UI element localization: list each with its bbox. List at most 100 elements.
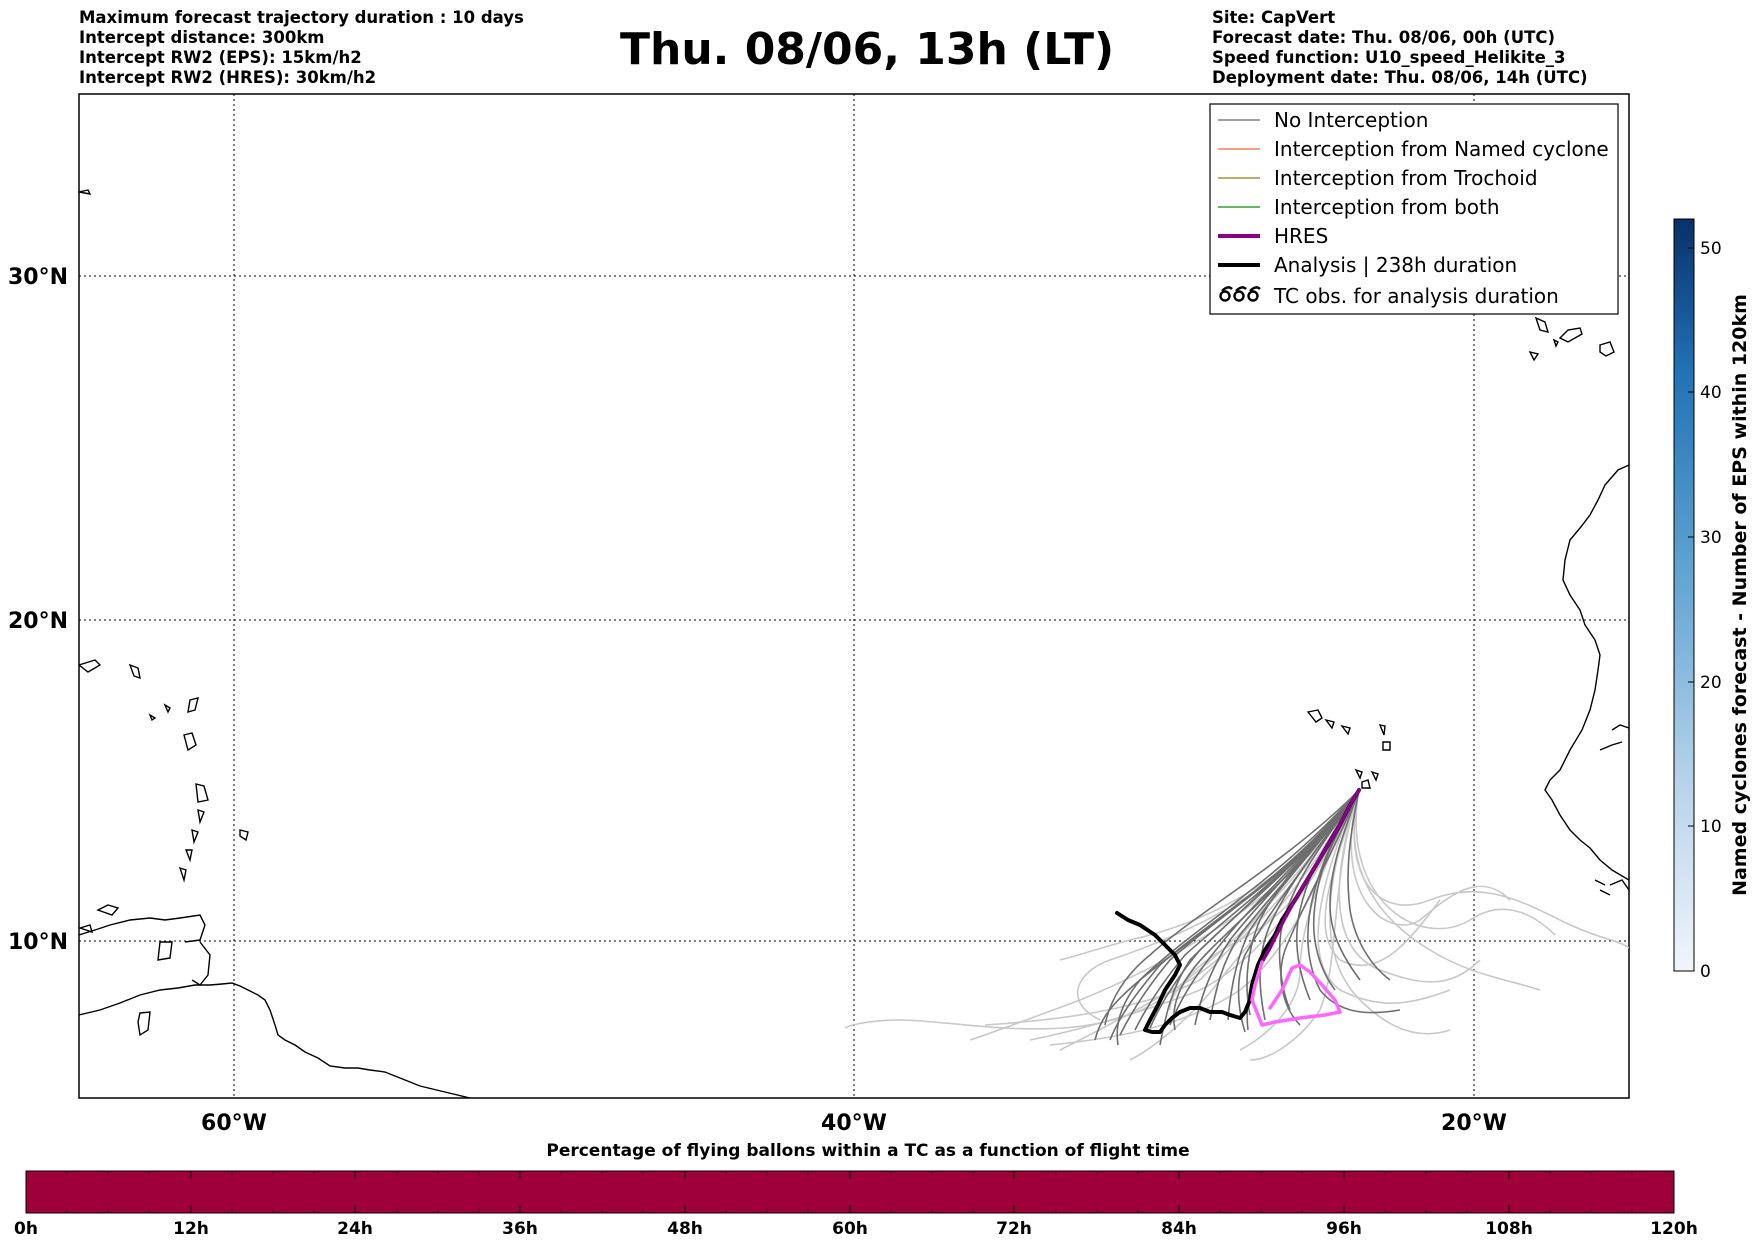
legend-item-tc-obs: TC obs. for analysis duration xyxy=(1219,284,1559,308)
lon-label-40w: 40°W xyxy=(821,1111,887,1136)
percent-bar: Percentage of flying ballons within a TC… xyxy=(14,1141,1698,1239)
legend-item-no-interception: No Interception xyxy=(1218,108,1428,132)
cape-verde-7 xyxy=(1354,768,1363,780)
canary-1 xyxy=(1534,316,1550,333)
antilles-7 xyxy=(178,866,187,883)
legend-label: Analysis | 238h duration xyxy=(1274,253,1517,277)
lon-label-20w: 20°W xyxy=(1441,1111,1507,1136)
madeira xyxy=(79,189,92,195)
legend-label: Interception from both xyxy=(1274,195,1500,219)
legend-label: TC obs. for analysis duration xyxy=(1273,284,1559,308)
islets-d xyxy=(239,829,249,842)
cape-verde-3 xyxy=(1340,724,1351,736)
header-right: Site: CapVert Forecast date: Thu. 08/06,… xyxy=(1212,8,1588,88)
colorbar-tick: 30 xyxy=(1700,528,1722,548)
africa-inset-2 xyxy=(1599,741,1623,751)
antilles-6 xyxy=(184,849,193,863)
antilles-4 xyxy=(197,808,205,825)
cape-verde-5 xyxy=(1382,741,1391,751)
lat-label-10n: 10°N xyxy=(8,930,68,955)
header-right-line: Speed function: U10_speed_Helikite_3 xyxy=(1212,48,1566,67)
colorbar-fill xyxy=(1673,218,1695,972)
islets-c xyxy=(148,713,157,722)
percent-bar-tick: 72h xyxy=(996,1219,1032,1239)
south-america-coast xyxy=(79,982,471,1098)
percent-bar-tick-labels: 0h 12h 24h 36h 48h 60h 72h 84h 96h 108h … xyxy=(14,1219,1698,1239)
legend-label: Interception from Trochoid xyxy=(1274,166,1538,190)
page-title: Thu. 08/06, 13h (LT) xyxy=(620,24,1115,75)
percent-bar-title: Percentage of flying ballons within a TC… xyxy=(546,1141,1189,1161)
canary-3 xyxy=(1599,341,1615,357)
header-left-line: Intercept distance: 300km xyxy=(79,28,325,47)
percent-bar-tick: 24h xyxy=(337,1219,373,1239)
colorbar-tick: 10 xyxy=(1700,817,1722,837)
venezuela-coast xyxy=(79,914,206,943)
header-left-line: Intercept RW2 (EPS): 15km/h2 xyxy=(79,48,362,67)
legend-label: HRES xyxy=(1274,224,1328,248)
percent-bar-tick: 96h xyxy=(1326,1219,1362,1239)
canary-5 xyxy=(1552,338,1559,348)
percent-bar-tick: 12h xyxy=(173,1219,209,1239)
legend: No Interception Interception from Named … xyxy=(1209,103,1619,315)
hres-trajectory xyxy=(1250,788,1361,1027)
colorbar-tick: 50 xyxy=(1700,239,1722,259)
legend-item-hres: HRES xyxy=(1218,224,1328,248)
trinidad xyxy=(157,941,173,961)
africa-islets xyxy=(1594,879,1629,896)
percent-bar-tick: 108h xyxy=(1485,1219,1533,1239)
cyclone-colorbar: 0 10 20 30 40 50 Named cyclones forecast… xyxy=(1673,218,1751,982)
antilles-5 xyxy=(191,828,199,845)
legend-item-both: Interception from both xyxy=(1218,195,1500,219)
colorbar-tick: 20 xyxy=(1700,673,1722,693)
tc-symbol-icon xyxy=(1219,286,1261,302)
percent-bar-tick: 120h xyxy=(1650,1219,1698,1239)
canary-2 xyxy=(1558,327,1583,343)
header-left-line: Intercept RW2 (HRES): 30km/h2 xyxy=(79,68,377,87)
legend-label: No Interception xyxy=(1274,108,1428,132)
legend-item-analysis: Analysis | 238h duration xyxy=(1218,253,1517,277)
colorbar-title: Named cyclones forecast - Number of EPS … xyxy=(1729,294,1751,896)
header-left: Maximum forecast trajectory duration : 1… xyxy=(79,8,524,88)
africa-coast xyxy=(1544,464,1629,881)
header-right-line: Deployment date: Thu. 08/06, 14h (UTC) xyxy=(1212,68,1588,87)
colorbar-tick: 40 xyxy=(1700,383,1722,403)
colorbar-ticks xyxy=(1688,247,1694,972)
cape-verde-6 xyxy=(1361,779,1371,789)
cape-verde-4 xyxy=(1378,724,1386,736)
island-1 xyxy=(96,904,120,916)
antilles-2 xyxy=(183,732,197,752)
legend-item-named-cyclone: Interception from Named cyclone xyxy=(1218,137,1609,161)
percent-bar-tick: 60h xyxy=(832,1219,868,1239)
antilles-3 xyxy=(195,783,209,803)
percent-bar-tick: 0h xyxy=(14,1219,38,1239)
colorbar-tick: 0 xyxy=(1700,962,1711,982)
puerto-rico xyxy=(79,659,102,673)
island-3 xyxy=(137,1011,151,1037)
latitude-labels: 30°N 20°N 10°N xyxy=(8,265,68,955)
cape-verde-8 xyxy=(1370,770,1379,782)
islets-a xyxy=(128,663,141,680)
lat-label-20n: 20°N xyxy=(8,609,68,634)
island-2 xyxy=(79,924,94,934)
lat-label-30n: 30°N xyxy=(8,265,68,290)
percent-bar-major-ticks xyxy=(190,1171,1510,1213)
header-left-line: Maximum forecast trajectory duration : 1… xyxy=(79,8,524,27)
percent-bar-tick: 84h xyxy=(1161,1219,1197,1239)
gulf-paria xyxy=(191,941,211,986)
legend-label: Interception from Named cyclone xyxy=(1274,137,1609,161)
antilles-1 xyxy=(187,697,199,713)
lon-label-60w: 60°W xyxy=(201,1111,267,1136)
coastlines xyxy=(79,189,1629,1098)
cape-verde-1 xyxy=(1306,709,1323,723)
longitude-labels: 60°W 40°W 20°W xyxy=(201,1111,1507,1136)
canary-4 xyxy=(1528,350,1540,362)
percent-bar-minor-ticks xyxy=(66,1171,1633,1213)
africa-inset-1 xyxy=(1611,724,1629,731)
cape-verde-2 xyxy=(1324,718,1335,730)
percent-bar-tick: 48h xyxy=(667,1219,703,1239)
header-right-line: Site: CapVert xyxy=(1212,8,1336,27)
legend-item-trochoid: Interception from Trochoid xyxy=(1218,166,1538,190)
header-right-line: Forecast date: Thu. 08/06, 00h (UTC) xyxy=(1212,28,1556,47)
percent-bar-tick: 36h xyxy=(502,1219,538,1239)
